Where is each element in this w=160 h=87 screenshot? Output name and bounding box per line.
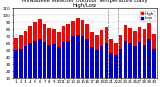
Bar xyxy=(14,38,18,85)
Bar xyxy=(147,39,151,85)
Bar xyxy=(104,43,108,85)
Bar xyxy=(147,23,151,85)
Bar xyxy=(119,35,122,85)
Bar xyxy=(43,42,46,85)
Bar xyxy=(66,41,70,85)
Bar xyxy=(62,26,65,85)
Bar xyxy=(128,28,132,85)
Bar xyxy=(38,39,42,85)
Bar xyxy=(76,18,80,85)
Title: Milwaukee Weather Outdoor Temperature Daily High/Low: Milwaukee Weather Outdoor Temperature Da… xyxy=(22,0,148,8)
Bar xyxy=(138,42,141,85)
Bar xyxy=(81,36,84,85)
Legend: High, Low: High, Low xyxy=(140,11,155,21)
Bar xyxy=(24,31,27,85)
Bar xyxy=(124,41,127,85)
Bar xyxy=(104,27,108,85)
Bar xyxy=(100,30,103,85)
Bar xyxy=(33,22,37,85)
Bar xyxy=(152,33,156,85)
Bar xyxy=(119,49,122,85)
Bar xyxy=(28,26,32,85)
Bar xyxy=(24,46,27,85)
Bar xyxy=(19,35,23,85)
Bar xyxy=(19,49,23,85)
Bar xyxy=(124,25,127,85)
Bar xyxy=(66,24,70,85)
Bar xyxy=(90,32,94,85)
Bar xyxy=(152,49,156,85)
Bar xyxy=(128,43,132,85)
Bar xyxy=(47,28,51,85)
Bar xyxy=(52,44,56,85)
Bar xyxy=(109,39,113,85)
Bar xyxy=(133,31,137,85)
Bar xyxy=(28,43,32,85)
Bar xyxy=(114,43,118,85)
Bar xyxy=(114,55,118,85)
Bar xyxy=(81,20,84,85)
Bar xyxy=(143,45,146,85)
Bar xyxy=(85,39,89,85)
Bar xyxy=(38,19,42,85)
Bar xyxy=(14,50,18,85)
Bar xyxy=(95,35,99,85)
Bar xyxy=(133,46,137,85)
Bar xyxy=(138,27,141,85)
Bar xyxy=(71,21,75,85)
Bar xyxy=(33,41,37,85)
Bar xyxy=(57,47,61,85)
Bar xyxy=(90,48,94,85)
Bar xyxy=(47,45,51,85)
Bar xyxy=(85,24,89,85)
Bar xyxy=(71,36,75,85)
Bar xyxy=(143,29,146,85)
Bar xyxy=(57,32,61,85)
Bar xyxy=(100,46,103,85)
Bar xyxy=(52,29,56,85)
Bar xyxy=(109,53,113,85)
Bar xyxy=(43,24,46,85)
Bar xyxy=(95,50,99,85)
Bar xyxy=(76,35,80,85)
Bar xyxy=(62,42,65,85)
